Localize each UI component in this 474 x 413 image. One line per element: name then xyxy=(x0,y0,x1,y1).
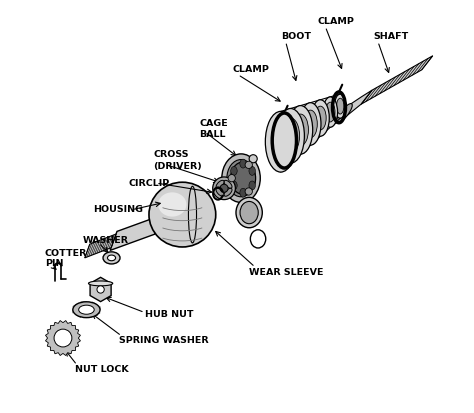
Ellipse shape xyxy=(282,118,300,154)
Circle shape xyxy=(54,329,72,347)
Ellipse shape xyxy=(249,166,255,176)
Ellipse shape xyxy=(288,106,313,154)
Text: WASHER: WASHER xyxy=(82,236,128,245)
Ellipse shape xyxy=(224,180,232,188)
Text: NUT LOCK: NUT LOCK xyxy=(75,365,129,374)
Polygon shape xyxy=(46,320,81,356)
Ellipse shape xyxy=(315,106,326,130)
Text: CAGE: CAGE xyxy=(200,119,228,128)
Ellipse shape xyxy=(337,98,344,114)
Ellipse shape xyxy=(335,94,346,118)
Ellipse shape xyxy=(249,181,255,190)
Ellipse shape xyxy=(323,97,337,127)
Ellipse shape xyxy=(158,192,186,216)
Circle shape xyxy=(213,177,236,199)
Text: WEAR SLEEVE: WEAR SLEEVE xyxy=(249,268,324,277)
Ellipse shape xyxy=(222,154,260,202)
Text: HOUSING: HOUSING xyxy=(93,205,143,214)
Text: SPRING WASHER: SPRING WASHER xyxy=(119,336,209,344)
Ellipse shape xyxy=(236,197,262,228)
Ellipse shape xyxy=(103,252,120,264)
Ellipse shape xyxy=(231,181,237,190)
Circle shape xyxy=(228,175,236,182)
Circle shape xyxy=(97,286,104,293)
Ellipse shape xyxy=(224,188,232,196)
Polygon shape xyxy=(90,278,111,301)
Ellipse shape xyxy=(89,281,113,286)
Text: CLAMP: CLAMP xyxy=(233,65,270,74)
Text: COTTER: COTTER xyxy=(45,249,87,258)
Ellipse shape xyxy=(216,180,224,188)
Text: CIRCLIP: CIRCLIP xyxy=(128,178,170,188)
Ellipse shape xyxy=(230,162,255,195)
Ellipse shape xyxy=(73,302,100,318)
Circle shape xyxy=(245,188,252,195)
Text: BOOT: BOOT xyxy=(282,32,311,41)
Ellipse shape xyxy=(304,110,317,138)
Circle shape xyxy=(249,155,257,163)
Ellipse shape xyxy=(79,305,94,314)
Circle shape xyxy=(245,161,252,169)
Text: BALL: BALL xyxy=(200,130,226,139)
Text: SHAFT: SHAFT xyxy=(374,32,409,41)
Polygon shape xyxy=(110,215,162,250)
Ellipse shape xyxy=(149,182,216,247)
Ellipse shape xyxy=(231,166,237,176)
Ellipse shape xyxy=(227,159,255,197)
Ellipse shape xyxy=(108,255,116,261)
Circle shape xyxy=(220,184,228,192)
Ellipse shape xyxy=(277,109,304,163)
Text: HUB NUT: HUB NUT xyxy=(145,311,193,320)
Text: CROSS: CROSS xyxy=(153,150,189,159)
Ellipse shape xyxy=(336,104,352,123)
Polygon shape xyxy=(335,90,372,124)
Ellipse shape xyxy=(240,159,246,168)
Text: (DRIVER): (DRIVER) xyxy=(153,161,202,171)
Ellipse shape xyxy=(326,102,335,122)
Ellipse shape xyxy=(265,112,296,172)
Ellipse shape xyxy=(240,188,246,197)
Ellipse shape xyxy=(311,100,329,136)
Ellipse shape xyxy=(292,114,309,146)
Ellipse shape xyxy=(300,103,321,145)
Text: CLAMP: CLAMP xyxy=(318,17,355,26)
Polygon shape xyxy=(85,234,116,258)
Text: PIN: PIN xyxy=(45,259,63,268)
Ellipse shape xyxy=(216,188,224,196)
Polygon shape xyxy=(361,56,433,104)
Ellipse shape xyxy=(240,202,258,224)
